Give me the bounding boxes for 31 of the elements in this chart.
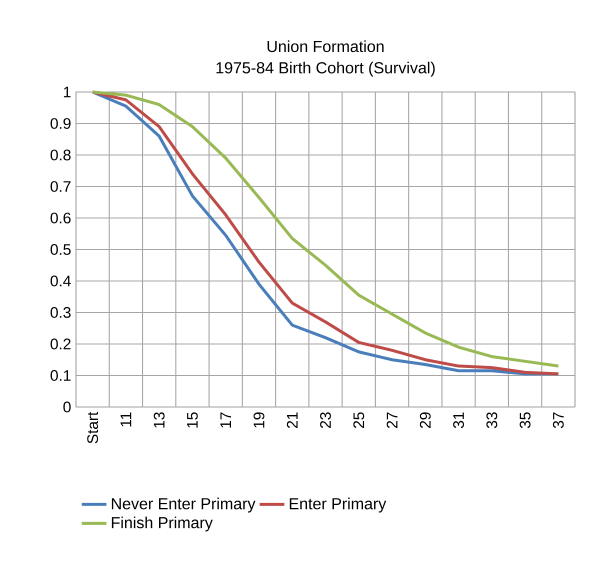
y-tick-label: 0.9: [50, 118, 71, 129]
chart-title: Union Formation: [268, 40, 384, 52]
y-tick-label: 0.4: [50, 276, 71, 286]
x-tick-label: 21: [286, 412, 298, 428]
x-tick-label: 11: [120, 412, 132, 426]
x-tick-label: 15: [187, 412, 198, 428]
y-tick-label: 0.1: [50, 370, 71, 381]
x-tick-label: 19: [254, 412, 264, 428]
y-tick-label: 0.8: [50, 150, 71, 160]
y-tick-label: 1: [64, 86, 71, 98]
x-tick-label: 29: [420, 412, 431, 428]
x-tick-label: 23: [320, 412, 331, 428]
x-tick-label: 17: [220, 412, 231, 428]
legend-label: Enter Primary: [290, 498, 386, 513]
x-tick-label: 25: [353, 412, 364, 428]
legend-label: Finish Primary: [112, 516, 213, 532]
y-tick-label: 0.2: [50, 338, 71, 350]
chart-subtitle: 1975-84 Birth Cohort (Survival): [216, 62, 435, 77]
x-tick-label: 33: [486, 412, 498, 428]
y-tick-label: 0.3: [50, 307, 71, 318]
x-tick-label: 31: [453, 412, 464, 428]
x-tick-label: 13: [154, 412, 165, 428]
x-tick-label: 27: [386, 412, 398, 428]
x-tick-label: 35: [520, 412, 531, 428]
x-tick-label: Start: [87, 412, 98, 444]
y-tick-label: 0: [63, 402, 71, 412]
x-tick-label: 37: [552, 412, 564, 428]
y-tick-label: 0.6: [50, 212, 71, 224]
y-tick-label: 0.5: [50, 244, 71, 255]
y-tick-label: 0.7: [50, 181, 71, 192]
legend-label: Never Enter Primary: [112, 498, 256, 513]
